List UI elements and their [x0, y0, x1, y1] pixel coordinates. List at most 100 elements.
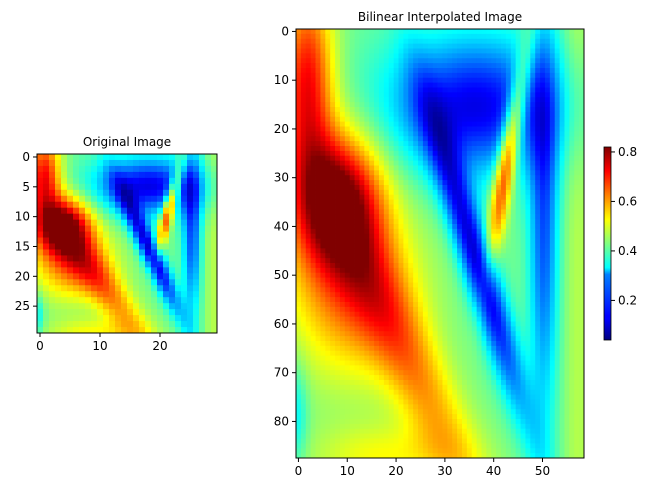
heatmap-cell	[457, 336, 463, 342]
heatmap-cell	[383, 116, 390, 123]
heatmap-cell	[339, 160, 346, 166]
heatmap-cell	[157, 327, 164, 334]
heatmap-cell	[569, 111, 575, 118]
heatmap-cell	[305, 316, 312, 322]
heatmap-cell	[398, 204, 404, 210]
heatmap-cell	[374, 68, 380, 74]
heatmap-cell	[354, 77, 360, 84]
heatmap-cell	[408, 199, 414, 205]
heatmap-cell	[349, 360, 355, 366]
heatmap-cell	[447, 102, 453, 108]
heatmap-cell	[335, 189, 341, 196]
heatmap-cell	[199, 327, 206, 334]
heatmap-cell	[393, 72, 399, 79]
heatmap-cell	[300, 107, 307, 113]
heatmap-cell	[300, 136, 307, 142]
heatmap-cell	[510, 306, 517, 313]
heatmap-cell	[559, 150, 565, 157]
heatmap-cell	[205, 159, 212, 167]
heatmap-cell	[335, 267, 341, 274]
heatmap-cell	[491, 141, 497, 147]
heatmap-cell	[383, 209, 390, 215]
heatmap-cell	[43, 273, 50, 280]
heatmap-cell	[496, 350, 502, 357]
heatmap-cell	[525, 326, 531, 332]
heatmap-cell	[157, 291, 164, 298]
heatmap-cell	[296, 107, 302, 113]
heatmap-cell	[91, 321, 98, 328]
heatmap-cell	[359, 33, 365, 40]
heatmap-cell	[157, 279, 164, 286]
heatmap-cell	[466, 311, 473, 318]
heatmap-cell	[510, 87, 517, 93]
heatmap-cell	[55, 159, 62, 167]
heatmap-cell	[325, 146, 331, 152]
heatmap-cell	[447, 297, 453, 303]
heatmap-cell	[344, 209, 351, 215]
heatmap-cell	[151, 159, 158, 167]
heatmap-cell	[486, 297, 492, 303]
heatmap-cell	[55, 213, 62, 221]
heatmap-cell	[393, 350, 399, 357]
heatmap-cell	[501, 238, 507, 244]
heatmap-cell	[418, 160, 424, 166]
heatmap-cell	[103, 183, 110, 191]
heatmap-cell	[505, 72, 512, 79]
heatmap-cell	[549, 209, 556, 215]
heatmap-cell	[447, 267, 453, 274]
heatmap-cell	[501, 331, 507, 337]
heatmap-cell	[481, 219, 487, 225]
heatmap-cell	[169, 201, 176, 209]
heatmap-cell	[535, 175, 541, 181]
heatmap-cell	[49, 309, 56, 316]
heatmap-cell	[422, 68, 429, 74]
heatmap-cell	[393, 243, 399, 249]
heatmap-cell	[339, 165, 346, 171]
heatmap-cell	[486, 87, 492, 93]
heatmap-cell	[540, 146, 546, 152]
heatmap-cell	[457, 282, 463, 288]
heatmap-cell	[544, 277, 551, 283]
heatmap-cell	[364, 160, 370, 166]
heatmap-cell	[85, 261, 92, 268]
heatmap-cell	[393, 38, 399, 45]
heatmap-cell	[549, 92, 556, 98]
heatmap-cell	[296, 68, 302, 74]
heatmap-cell	[374, 131, 380, 137]
heatmap-cell	[145, 309, 152, 316]
heatmap-cell	[466, 38, 473, 45]
heatmap-cell	[354, 209, 360, 215]
heatmap-cell	[437, 302, 443, 308]
heatmap-cell	[530, 68, 536, 74]
heatmap-cell	[354, 219, 360, 225]
heatmap-cell	[422, 63, 429, 69]
heatmap-cell	[422, 141, 429, 147]
heatmap-cell	[344, 87, 351, 93]
heatmap-cell	[501, 97, 507, 103]
heatmap-cell	[109, 177, 116, 185]
heatmap-cell	[315, 209, 321, 215]
heatmap-cell	[364, 350, 370, 357]
heatmap-cell	[427, 341, 434, 347]
heatmap-cell	[349, 214, 355, 220]
heatmap-cell	[364, 29, 370, 35]
heatmap-cell	[43, 189, 50, 197]
heatmap-cell	[175, 237, 182, 244]
heatmap-cell	[461, 238, 468, 244]
heatmap-cell	[461, 253, 468, 259]
heatmap-cell	[486, 326, 492, 332]
heatmap-cell	[325, 82, 331, 88]
heatmap-cell	[481, 316, 487, 322]
heatmap-cell	[187, 177, 194, 185]
heatmap-cell	[408, 155, 414, 162]
heatmap-cell	[378, 267, 385, 274]
heatmap-cell	[418, 263, 424, 269]
heatmap-cell	[310, 107, 316, 113]
heatmap-cell	[335, 53, 341, 59]
heatmap-cell	[305, 77, 312, 84]
heatmap-cell	[199, 303, 206, 310]
heatmap-cell	[335, 141, 341, 147]
heatmap-cell	[535, 204, 541, 210]
heatmap-cell	[359, 141, 365, 147]
heatmap-cell	[374, 272, 380, 279]
